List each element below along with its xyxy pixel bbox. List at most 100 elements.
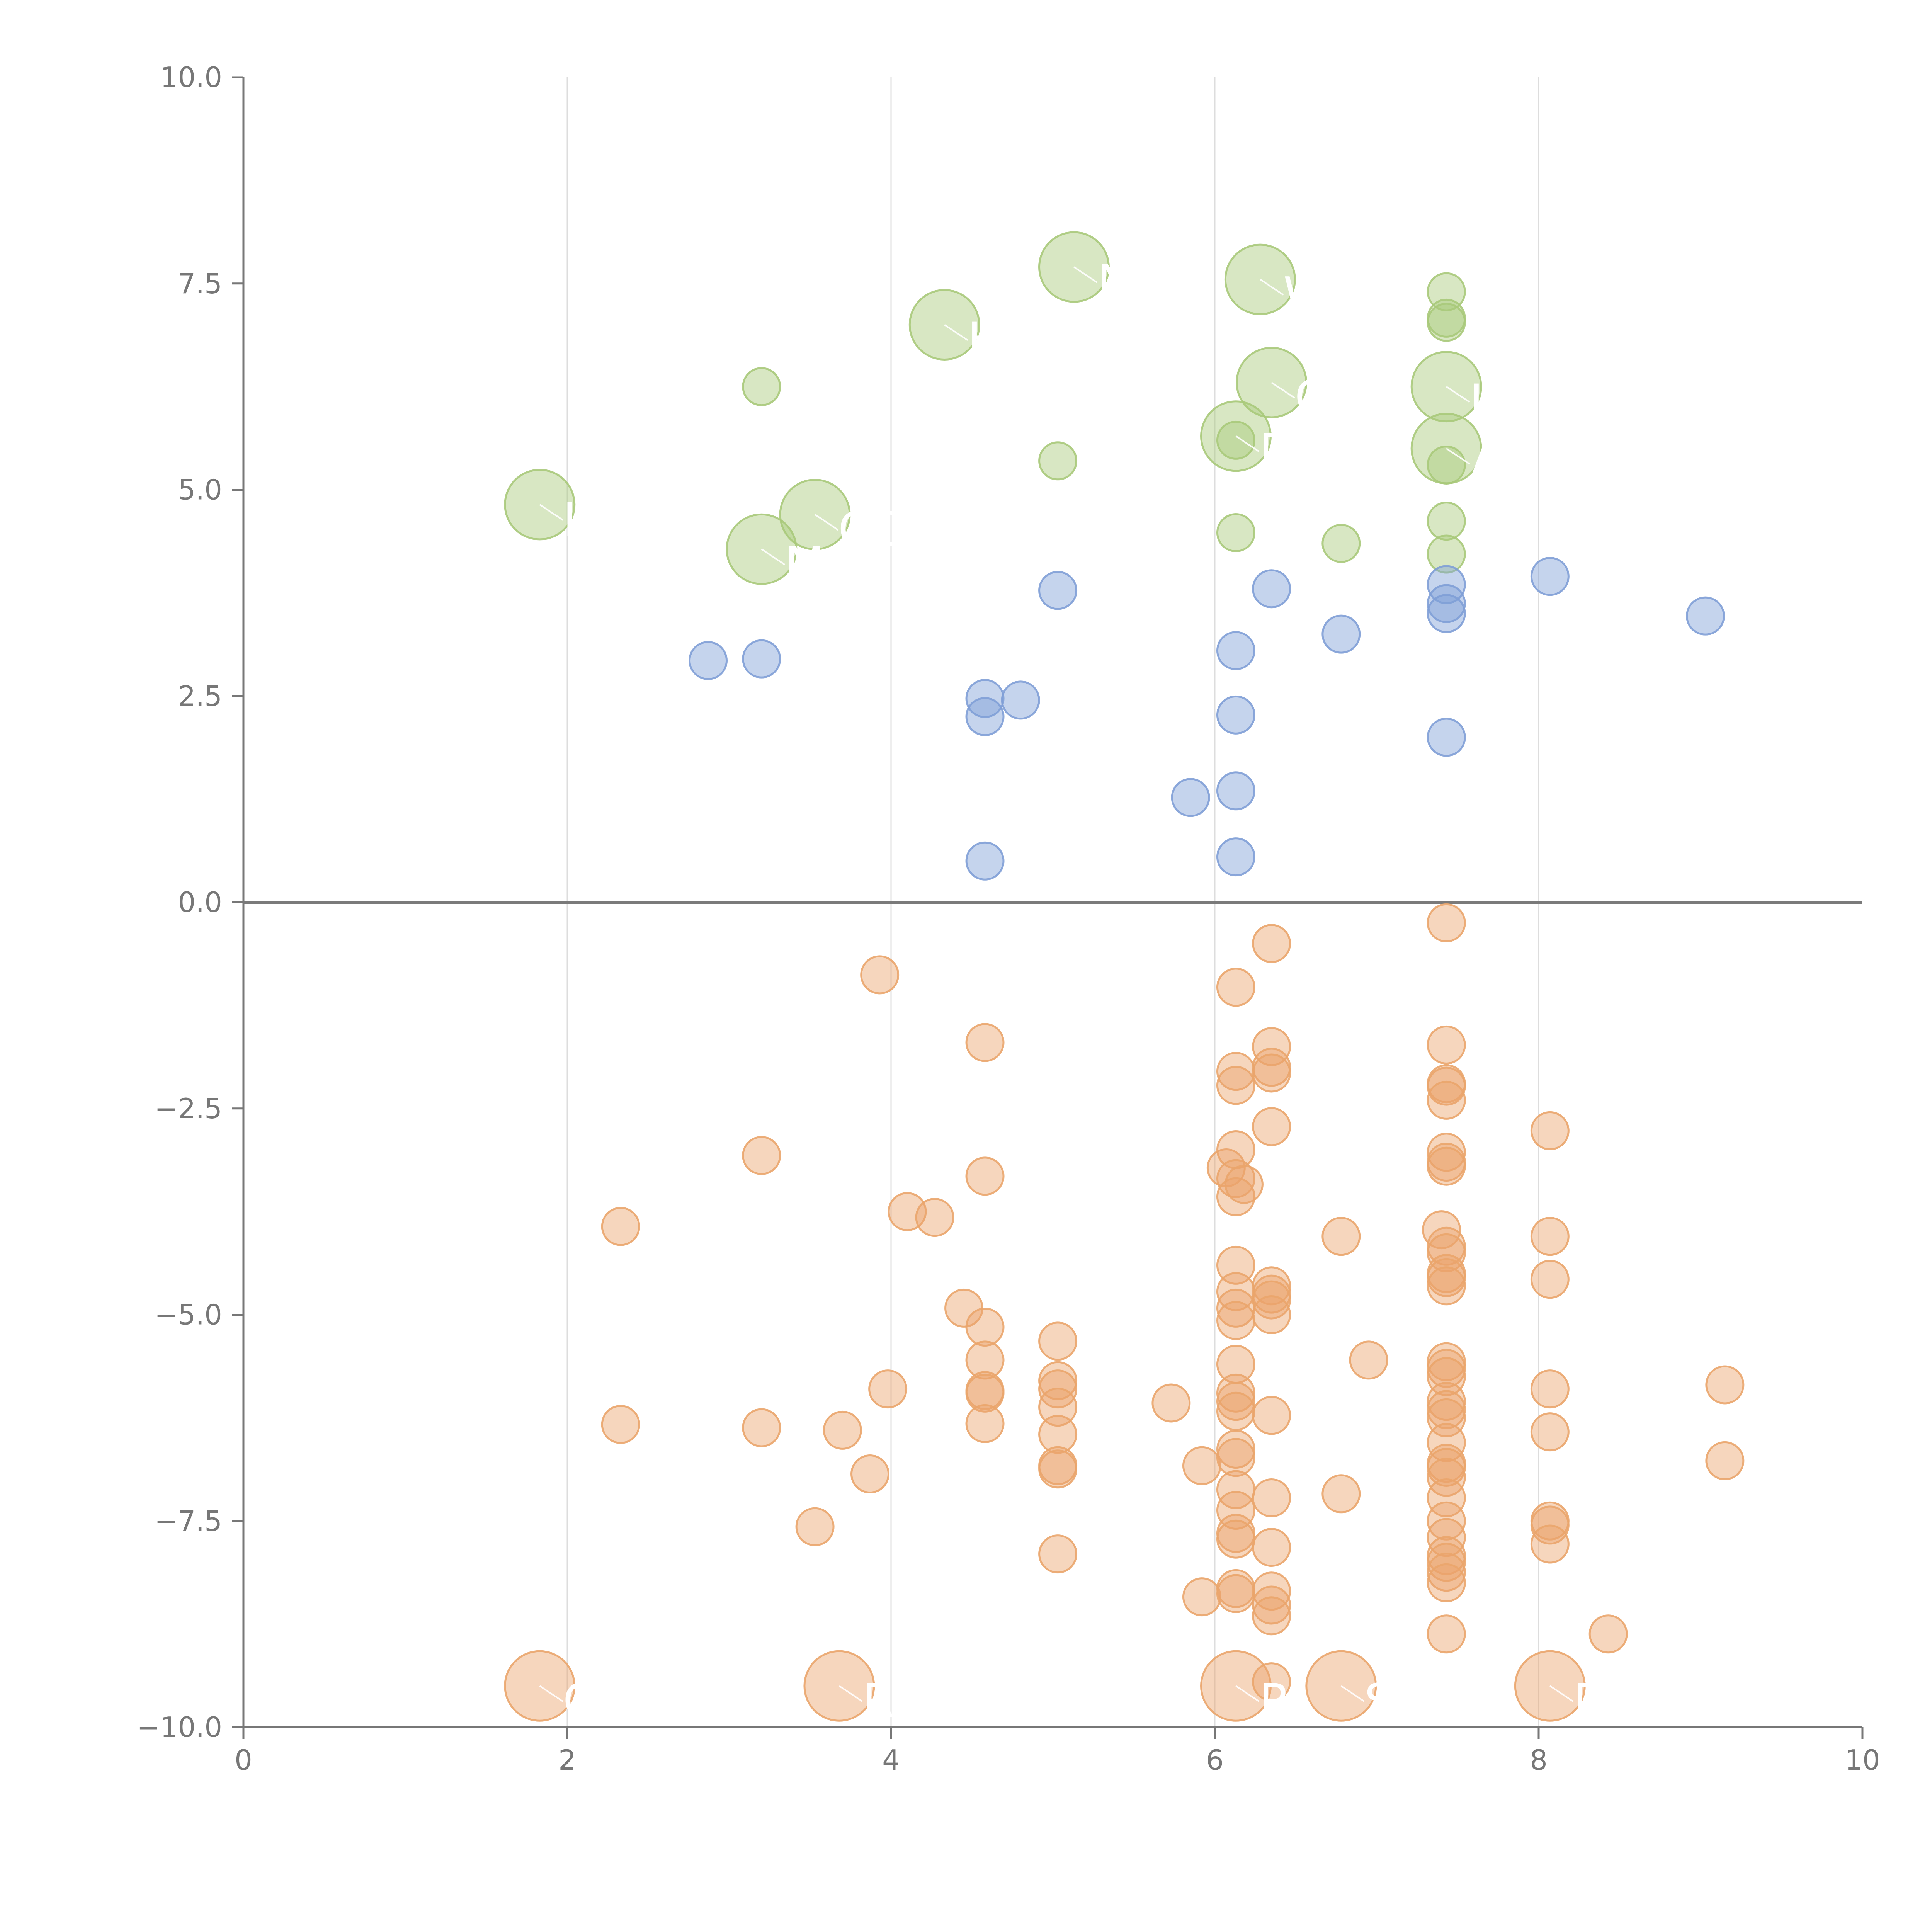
data-point-orange (1427, 903, 1466, 942)
data-point-orange (1216, 1519, 1255, 1559)
data-point-blue (742, 639, 781, 679)
y-tick-label: −2.5 (155, 1092, 222, 1125)
y-tick-label: −5.0 (155, 1299, 222, 1331)
data-point-orange (850, 1454, 890, 1494)
x-tick-label: 10 (1845, 1744, 1880, 1776)
label-leader-line (838, 1685, 863, 1702)
data-point-orange (1216, 1066, 1255, 1105)
data-point-orange (965, 1340, 1005, 1380)
data-point-orange (1038, 1388, 1078, 1427)
label-leader-line (539, 1685, 563, 1702)
data-point-orange (1216, 1382, 1255, 1421)
data-point-orange (1038, 1449, 1078, 1489)
data-point-orange (1427, 1133, 1466, 1172)
data-point-orange (1427, 1563, 1466, 1602)
label-leader-line (1235, 435, 1260, 452)
data-point-orange (965, 1156, 1005, 1196)
data-point-orange (1530, 1217, 1570, 1256)
data-point-orange (860, 955, 900, 995)
data-point-blue (965, 697, 1005, 736)
data-point-orange (1530, 1412, 1570, 1452)
data-point-orange (1427, 1478, 1466, 1517)
data-point-blue (1216, 695, 1255, 735)
data-point-green (1038, 441, 1078, 481)
data-point-blue (1686, 596, 1725, 636)
data-point-orange (1216, 1391, 1255, 1431)
label-leader-line (761, 548, 785, 565)
y-tick-label: −7.5 (155, 1505, 222, 1537)
label-leader-line (1446, 386, 1470, 403)
point-label: NCO (1097, 255, 1201, 309)
data-point-orange (795, 1507, 835, 1546)
data-point-blue (1216, 631, 1255, 670)
data-point-orange (823, 1410, 862, 1450)
x-tick-label: 6 (1206, 1744, 1224, 1776)
data-point-orange (742, 1408, 781, 1447)
data-point-blue (1427, 718, 1466, 757)
data-point-orange (915, 1198, 954, 1237)
label-leader-line (1260, 279, 1284, 296)
data-point-orange (965, 1308, 1005, 1347)
data-point-green (1427, 502, 1466, 541)
data-point-orange (1530, 1260, 1570, 1299)
data-point-orange (1422, 1210, 1461, 1250)
label-leader-line (539, 504, 563, 521)
point-label: H (968, 313, 1002, 367)
data-point-blue (1252, 569, 1291, 609)
data-point-blue (965, 841, 1005, 881)
axis-layer: 0 2 4 6 8 10 10.0 7.5 5.0 2.5 0.0 −2.5 −5.0 −7.5 −10.0 (137, 61, 1880, 1776)
data-point-blue (1427, 594, 1466, 633)
label-leader-line (1235, 1685, 1260, 1702)
data-point-orange (1182, 1577, 1221, 1617)
data-point-blue (1038, 571, 1078, 610)
data-point-orange (601, 1207, 640, 1246)
data-point-orange (1427, 1080, 1466, 1120)
data-point-orange (1252, 1662, 1291, 1702)
data-point-orange (1588, 1614, 1628, 1654)
data-point-orange (1252, 1107, 1291, 1146)
data-point-orange (965, 1023, 1005, 1062)
data-point-orange (868, 1369, 908, 1409)
label-leader-line (1073, 266, 1098, 283)
point-label: CH (1295, 371, 1362, 425)
data-point-orange (1530, 1111, 1570, 1150)
point-label: L (563, 493, 589, 547)
point-label: M (785, 537, 825, 591)
data-point-blue (1216, 771, 1255, 811)
data-point-blue (1001, 680, 1040, 720)
point-label: IC (1469, 375, 1515, 429)
data-point-orange (1182, 1446, 1221, 1485)
x-tick-label: 0 (235, 1744, 252, 1776)
data-point-blue (689, 641, 728, 680)
data-point-orange (1705, 1441, 1745, 1480)
data-point-green (1427, 445, 1466, 485)
y-tick-label: 5.0 (178, 474, 222, 506)
label-leader-line (1271, 382, 1295, 399)
data-point-orange (1038, 1534, 1078, 1574)
data-point-blue (1427, 584, 1466, 623)
data-point-orange (1216, 1301, 1255, 1340)
data-point-orange (1216, 1574, 1255, 1613)
data-point-orange (1427, 1458, 1466, 1497)
label-leader-line (1446, 448, 1470, 465)
data-point-green (1427, 534, 1466, 574)
y-tick-label: 2.5 (178, 680, 222, 712)
data-point-orange (1252, 1596, 1291, 1636)
points-layer (504, 231, 1745, 1722)
data-point-orange (1530, 1524, 1570, 1564)
data-point-orange (965, 1404, 1005, 1443)
data-point-blue (1216, 837, 1255, 877)
data-point-orange (1252, 1585, 1291, 1625)
data-point-orange (1224, 1165, 1264, 1204)
data-point-green (742, 367, 781, 406)
data-point-orange (1216, 1438, 1255, 1477)
data-point-orange (1349, 1340, 1388, 1380)
data-point-orange (1427, 1614, 1466, 1654)
data-point-orange (1216, 968, 1255, 1007)
data-point-orange (1427, 1543, 1466, 1582)
label-leader-line (1549, 1685, 1574, 1702)
data-point-orange (1427, 1066, 1466, 1106)
data-point-orange (1151, 1383, 1191, 1423)
data-point-orange (1252, 1478, 1291, 1517)
